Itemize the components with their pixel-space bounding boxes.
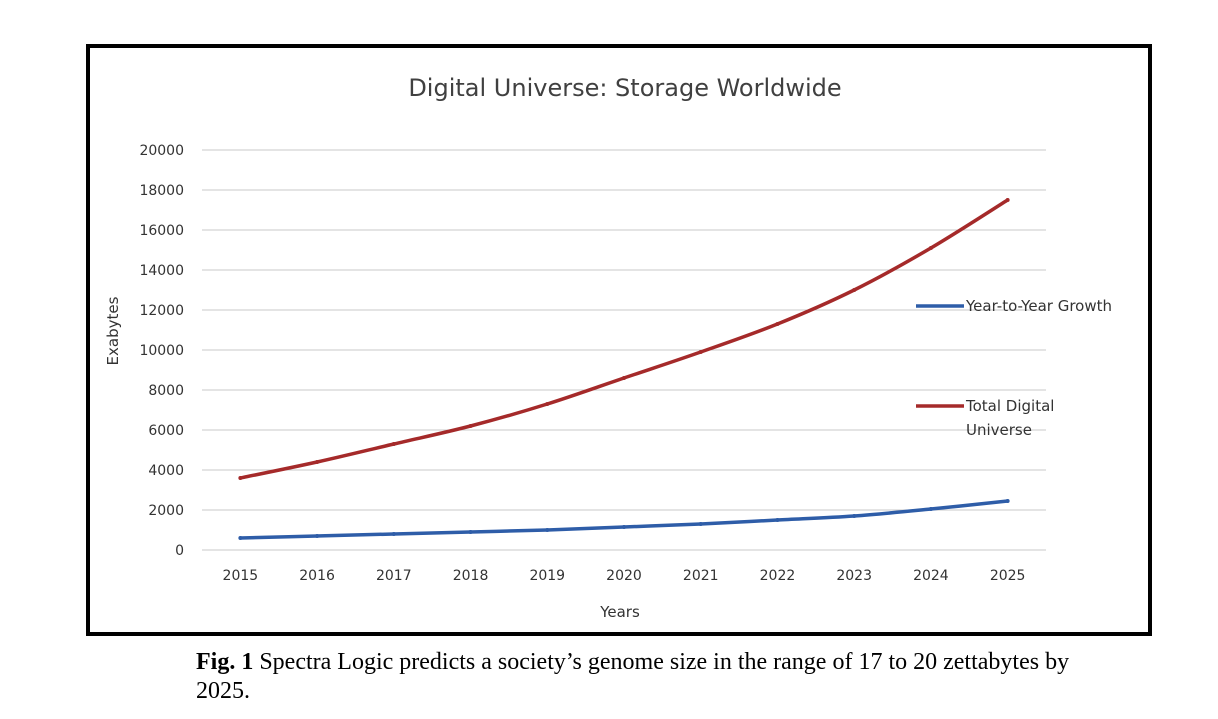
y-tick-label: 6000 [148, 423, 184, 439]
data-point [928, 246, 933, 250]
y-tick-label: 20000 [139, 143, 184, 159]
data-point [852, 288, 857, 292]
series-line-0 [238, 499, 1010, 540]
x-axis-label: Years [599, 603, 640, 621]
x-tick-label: 2025 [990, 568, 1026, 584]
data-point [315, 460, 320, 464]
data-point [775, 518, 780, 522]
data-point [775, 322, 780, 326]
y-tick-label: 4000 [148, 463, 184, 479]
x-tick-label: 2017 [376, 568, 412, 584]
y-tick-label: 12000 [139, 303, 184, 319]
caption-text: Spectra Logic predicts a society’s genom… [196, 649, 1070, 704]
line-chart: Digital Universe: Storage Worldwide 0 200… [104, 74, 1112, 621]
data-point [545, 402, 550, 406]
series-line-1 [238, 198, 1010, 480]
y-tick-label: 0 [175, 543, 184, 559]
x-tick-label: 2021 [683, 568, 719, 584]
x-tick-label: 2018 [453, 568, 489, 584]
data-point [852, 514, 857, 518]
y-axis-ticks: 0 2000 4000 6000 8000 10000 12000 14000 16000 180… [139, 143, 184, 559]
legend: Year-to-Year Growth Total Digital Universe [916, 297, 1112, 439]
data-point [545, 528, 550, 532]
data-point [238, 536, 243, 540]
y-axis-label: Exabytes [104, 296, 122, 365]
legend-label: Year-to-Year Growth [965, 297, 1112, 315]
data-point [1005, 198, 1010, 202]
x-tick-label: 2016 [299, 568, 335, 584]
data-point [928, 507, 933, 511]
data-point [391, 532, 396, 536]
series-lines [238, 198, 1010, 540]
data-point [698, 350, 703, 354]
data-point [391, 442, 396, 446]
chart-frame: Digital Universe: Storage Worldwide 0 200… [86, 44, 1152, 636]
data-point [315, 534, 320, 538]
data-point [1005, 499, 1010, 503]
data-point [468, 530, 473, 534]
figure-caption: Fig. 1 Spectra Logic predicts a society’… [196, 648, 1096, 706]
y-tick-label: 18000 [139, 183, 184, 199]
y-tick-label: 10000 [139, 343, 184, 359]
x-tick-label: 2020 [606, 568, 642, 584]
caption-label: Fig. 1 [196, 649, 254, 675]
legend-label: Total Digital Universe [965, 397, 1054, 439]
x-tick-label: 2015 [223, 568, 259, 584]
x-tick-label: 2019 [529, 568, 565, 584]
data-point [622, 376, 626, 380]
y-tick-label: 14000 [139, 263, 184, 279]
data-point [698, 522, 703, 526]
y-tick-label: 16000 [139, 223, 184, 239]
chart-title: Digital Universe: Storage Worldwide [408, 74, 841, 102]
y-tick-label: 8000 [148, 383, 184, 399]
x-tick-label: 2024 [913, 568, 949, 584]
data-point [238, 476, 243, 480]
x-tick-label: 2023 [836, 568, 872, 584]
data-point [468, 424, 473, 428]
x-axis-ticks: 2015 2016 2017 2018 2019 2020 2021 2022 2023 2024… [223, 568, 1026, 584]
data-point [622, 525, 626, 529]
x-tick-label: 2022 [760, 568, 796, 584]
gridlines [202, 149, 1046, 551]
y-tick-label: 2000 [148, 503, 184, 519]
